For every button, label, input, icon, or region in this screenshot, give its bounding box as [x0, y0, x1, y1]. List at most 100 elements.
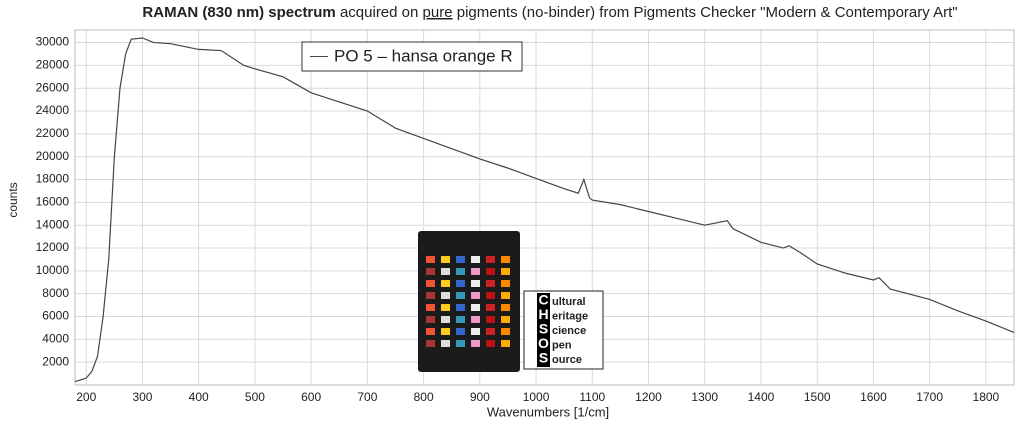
chart-title: RAMAN (830 nm) spectrum acquired on pure…	[142, 4, 957, 21]
pigment-swatch	[456, 292, 465, 299]
logo-letter: S	[539, 350, 548, 366]
y-tick-label: 24000	[36, 103, 70, 117]
pigment-swatch	[501, 340, 510, 347]
logo-word: pen	[552, 339, 572, 351]
pigment-swatch	[441, 292, 450, 299]
pigment-swatch	[486, 328, 495, 335]
pigment-swatch	[471, 256, 480, 263]
pigment-swatch	[471, 280, 480, 287]
logo-letter: H	[538, 306, 548, 322]
pigment-swatch	[486, 280, 495, 287]
pigment-swatch	[441, 280, 450, 287]
x-tick-label: 1700	[916, 390, 943, 404]
x-tick-label: 700	[357, 390, 377, 404]
x-tick-label: 1100	[579, 390, 605, 404]
pigment-swatch	[426, 256, 435, 263]
pigment-swatch	[486, 256, 495, 263]
x-tick-label: 400	[189, 390, 209, 404]
pigment-swatch	[486, 304, 495, 311]
title: RAMAN (830 nm) spectrum	[142, 4, 335, 21]
y-tick-label: 8000	[42, 286, 69, 300]
logo-word: cience	[552, 325, 586, 337]
pigment-swatch	[486, 268, 495, 275]
pigment-swatch	[456, 304, 465, 311]
x-tick-label: 1500	[804, 390, 831, 404]
pigment-swatch	[471, 328, 480, 335]
pigment-swatch	[456, 316, 465, 323]
pigment-swatch	[471, 340, 480, 347]
chsos-bar	[537, 293, 550, 367]
x-tick-label: 300	[132, 390, 152, 404]
pigment-swatch	[426, 328, 435, 335]
pigment-swatch	[471, 304, 480, 311]
logo-word: eritage	[552, 310, 588, 322]
y-tick-label: 16000	[36, 195, 70, 209]
pigment-swatch	[426, 340, 435, 347]
pigment-swatch	[426, 292, 435, 299]
plot-frame	[74, 29, 1015, 386]
logo-letter: O	[538, 335, 549, 351]
pigment-card	[418, 231, 520, 372]
pigment-swatch	[456, 280, 465, 287]
legend-label: PO 5 – hansa orange R	[334, 46, 513, 65]
pigment-swatch	[471, 292, 480, 299]
pigment-swatch	[426, 280, 435, 287]
pigment-swatch	[501, 304, 510, 311]
pigment-swatch	[441, 328, 450, 335]
y-tick-label: 28000	[36, 58, 70, 72]
y-tick-label: 20000	[36, 149, 70, 163]
pigment-swatch	[501, 316, 510, 323]
x-tick-label: 1400	[748, 390, 775, 404]
pigment-swatch	[456, 340, 465, 347]
x-tick-label: 1300	[691, 390, 718, 404]
pigment-swatch	[441, 256, 450, 263]
y-tick-label: 14000	[36, 217, 70, 231]
pigment-swatch	[441, 268, 450, 275]
pigment-swatch	[471, 268, 480, 275]
pigment-swatch	[426, 316, 435, 323]
pigment-swatch	[501, 280, 510, 287]
pigment-swatch	[441, 316, 450, 323]
y-tick-label: 10000	[36, 263, 70, 277]
subtitle-part: pure	[423, 4, 453, 21]
x-tick-label: 200	[76, 390, 96, 404]
pigment-swatch	[456, 256, 465, 263]
logo-letter: C	[538, 292, 548, 308]
subtitle-part: acquired on	[340, 4, 418, 21]
pigment-swatch	[471, 316, 480, 323]
x-tick-label: 800	[414, 390, 434, 404]
x-tick-label: 1200	[635, 390, 662, 404]
pigment-swatch	[501, 268, 510, 275]
pigment-swatch	[426, 268, 435, 275]
pigment-swatch	[441, 340, 450, 347]
pigment-swatch	[486, 292, 495, 299]
pigment-swatch	[501, 292, 510, 299]
x-tick-label: 900	[470, 390, 490, 404]
y-tick-label: 30000	[36, 35, 70, 49]
y-tick-label: 2000	[42, 354, 69, 368]
y-tick-label: 26000	[36, 80, 70, 94]
y-tick-label: 4000	[42, 332, 69, 346]
subtitle-part: pigments (no-binder) from Pigments Check…	[457, 4, 958, 21]
pigment-swatch	[426, 304, 435, 311]
x-tick-label: 1600	[860, 390, 887, 404]
pigment-swatch	[441, 304, 450, 311]
pigment-swatch	[486, 340, 495, 347]
logo-word: ource	[552, 354, 582, 366]
y-tick-label: 18000	[36, 172, 70, 186]
spectrum-line	[74, 37, 1015, 383]
x-tick-label: 1800	[973, 390, 1000, 404]
legend-box	[301, 41, 523, 72]
y-tick-label: 6000	[42, 309, 69, 323]
pigment-swatch	[456, 268, 465, 275]
pigment-swatch	[486, 316, 495, 323]
x-tick-label: 600	[301, 390, 321, 404]
pigment-swatch	[501, 256, 510, 263]
logo-word: ultural	[552, 296, 586, 308]
pigment-swatch	[501, 328, 510, 335]
y-axis-label: counts	[6, 182, 20, 217]
logo-letter: S	[539, 321, 548, 337]
